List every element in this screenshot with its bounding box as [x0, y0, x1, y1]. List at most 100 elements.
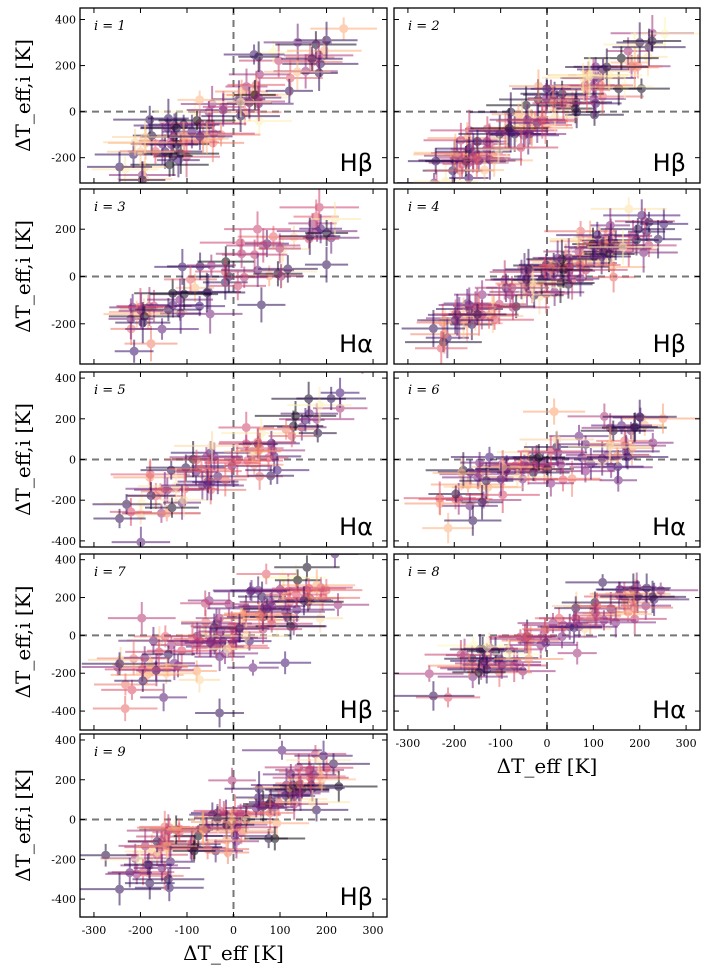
marker: [268, 232, 278, 242]
marker: [312, 805, 322, 815]
data-point: [237, 287, 286, 323]
data-point: [595, 594, 674, 621]
data-point: [93, 508, 146, 529]
data-point: [244, 826, 306, 851]
data-point: [404, 491, 476, 516]
data-point: [413, 162, 479, 183]
marker: [129, 346, 139, 356]
data-point: [298, 423, 337, 443]
data-point: [442, 150, 482, 178]
x-tick-label: -300: [82, 924, 107, 937]
line-label: Hα: [339, 330, 373, 358]
plot-area: [394, 189, 700, 364]
marker: [245, 586, 255, 596]
marker: [546, 446, 556, 456]
marker: [306, 773, 316, 783]
line-label: Hα: [652, 696, 686, 724]
marker: [125, 868, 135, 878]
marker: [254, 52, 264, 62]
marker: [151, 665, 161, 675]
marker: [241, 422, 251, 432]
marker: [541, 638, 551, 648]
marker: [541, 93, 551, 103]
data-point: [561, 260, 600, 297]
data-point: [583, 46, 659, 70]
plot-area: [394, 372, 700, 547]
marker: [203, 844, 213, 854]
marker: [236, 238, 246, 248]
marker: [162, 841, 172, 851]
y-tick-label: 200: [55, 592, 76, 605]
data-point: [109, 498, 153, 526]
marker: [145, 469, 155, 479]
marker: [165, 160, 175, 170]
data-point: [465, 159, 504, 181]
data-point: [107, 601, 176, 635]
data-point: [87, 151, 153, 183]
marker: [275, 585, 285, 595]
marker: [198, 825, 208, 835]
marker: [253, 224, 263, 234]
data-point: [245, 456, 310, 485]
data-point: [104, 657, 180, 682]
y-axis-label: ΔT_eff,i [K]: [11, 403, 35, 516]
marker: [553, 253, 563, 263]
data-point: [133, 854, 191, 882]
marker: [472, 137, 482, 147]
marker: [281, 790, 291, 800]
marker: [567, 474, 577, 484]
data-point: [259, 651, 312, 675]
y-tick-label: -400: [51, 893, 76, 906]
data-point: [279, 217, 341, 255]
x-axis-label: ΔT_eff [K]: [183, 941, 284, 965]
marker: [541, 624, 551, 634]
marker: [475, 458, 485, 468]
marker: [498, 462, 508, 472]
x-tick-label: 300: [676, 737, 697, 750]
marker: [236, 809, 246, 819]
marker: [629, 603, 639, 613]
marker: [322, 260, 332, 270]
y-tick-label: 200: [55, 223, 76, 236]
data-point: [526, 624, 598, 649]
marker: [145, 115, 155, 125]
marker: [294, 762, 304, 772]
data-point: [568, 434, 652, 460]
marker: [220, 266, 230, 276]
panel-3: -200 0 200 i = 3 Hα: [51, 188, 388, 365]
marker: [598, 577, 608, 587]
x-tick-label: 0: [544, 737, 551, 750]
marker: [506, 128, 516, 138]
data-point: [444, 505, 502, 536]
marker: [218, 105, 228, 115]
data-point: [461, 485, 503, 520]
data-point: [236, 563, 296, 585]
marker: [428, 324, 438, 334]
data-point: [144, 497, 199, 518]
data-point: [415, 331, 468, 364]
marker: [618, 242, 628, 252]
data-point: [630, 17, 700, 51]
marker: [293, 37, 303, 47]
marker: [227, 775, 237, 785]
marker: [595, 80, 605, 90]
data-point: [572, 238, 632, 275]
data-point: [320, 377, 360, 408]
data-point: [310, 17, 377, 40]
data-point: [278, 569, 356, 602]
marker: [590, 608, 600, 618]
marker: [524, 654, 534, 664]
marker: [451, 489, 461, 499]
marker: [272, 818, 282, 828]
data-point: [612, 412, 658, 442]
marker: [126, 507, 136, 517]
y-tick-label: 0: [69, 454, 76, 467]
data-point: [178, 667, 221, 693]
data-point: [464, 637, 511, 656]
marker: [522, 115, 532, 125]
marker: [443, 523, 453, 533]
data-point: [101, 679, 163, 700]
y-tick-label: 200: [55, 60, 76, 73]
data-point: [80, 872, 162, 906]
data-point: [306, 593, 370, 617]
